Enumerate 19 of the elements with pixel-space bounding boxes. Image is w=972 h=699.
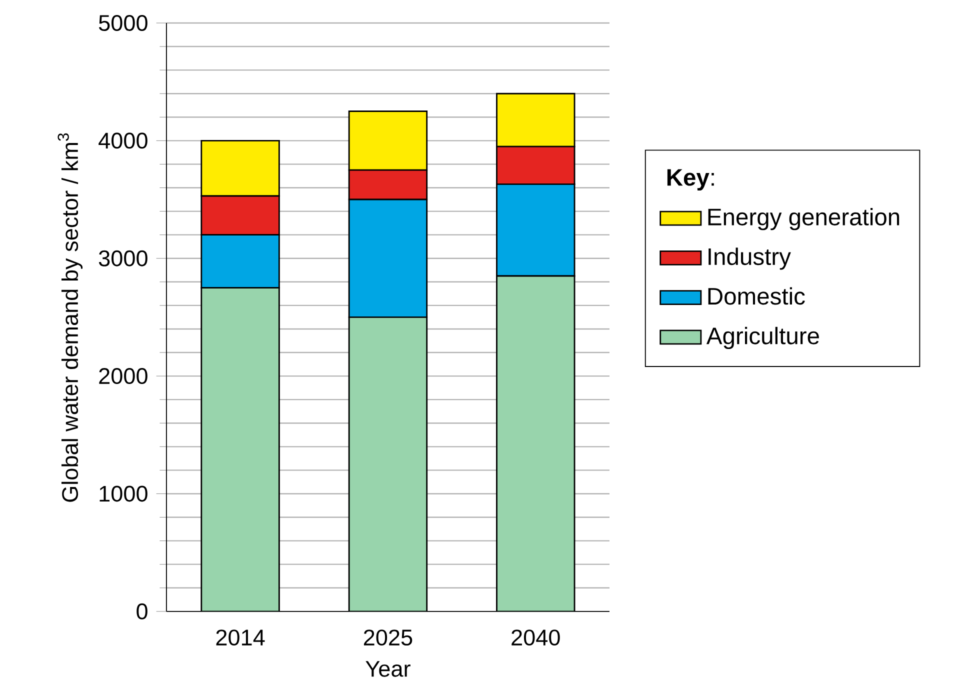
legend-label: Agriculture [706,326,819,349]
y-axis-title: Global water demand by sector / km$^{3}$ [58,133,83,502]
y-tick-label: 5000 [98,14,148,31]
y-tick-label: 2000 [99,368,148,384]
legend-label: Domestic [708,287,805,305]
y-tick-label: 4000 [98,132,148,149]
bar [496,275,576,612]
bar [200,286,280,612]
x-tick-label: 2040 [512,629,560,646]
y-tick-label: 0 [136,603,148,620]
x-tick-label: 2025 [364,629,412,646]
bar [348,316,428,612]
legend-label: Energy generation [708,208,900,230]
legend-title: Key: [667,169,714,190]
x-axis-title: Year [366,660,410,677]
legend-label: Industry [708,247,791,270]
x-tick-label: 2014 [216,629,265,646]
y-tick-label: 3000 [98,250,148,266]
y-tick-label: 1000 [100,486,148,502]
